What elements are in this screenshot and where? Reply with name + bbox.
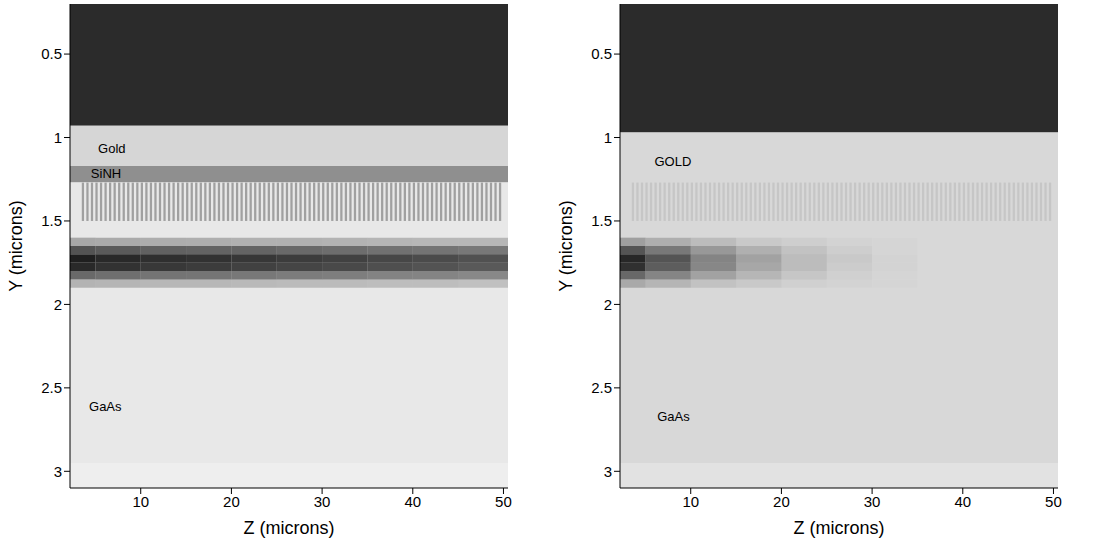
svg-text:0.5: 0.5 (591, 45, 612, 62)
svg-text:30: 30 (864, 493, 881, 510)
svg-text:10: 10 (682, 493, 699, 510)
svg-text:SiNH: SiNH (91, 166, 121, 181)
svg-text:Gold: Gold (98, 141, 125, 156)
svg-text:Z (microns): Z (microns) (794, 518, 885, 538)
svg-text:1.5: 1.5 (591, 212, 612, 229)
svg-text:20: 20 (223, 493, 240, 510)
svg-text:GaAs: GaAs (657, 409, 690, 424)
svg-text:Y (microns): Y (microns) (556, 200, 576, 292)
svg-text:40: 40 (404, 493, 421, 510)
svg-text:40: 40 (954, 493, 971, 510)
svg-text:GOLD: GOLD (654, 154, 691, 169)
svg-text:2: 2 (54, 296, 62, 313)
svg-text:3: 3 (54, 463, 62, 480)
svg-text:2.5: 2.5 (41, 379, 62, 396)
svg-text:20: 20 (773, 493, 790, 510)
svg-text:10: 10 (132, 493, 149, 510)
svg-text:50: 50 (1045, 493, 1062, 510)
svg-text:Z (microns): Z (microns) (244, 518, 335, 538)
svg-text:1.5: 1.5 (41, 212, 62, 229)
svg-text:30: 30 (314, 493, 331, 510)
svg-text:0.5: 0.5 (41, 45, 62, 62)
svg-text:GaAs: GaAs (89, 399, 122, 414)
svg-text:2: 2 (604, 296, 612, 313)
svg-text:1: 1 (604, 129, 612, 146)
svg-text:3: 3 (604, 463, 612, 480)
svg-text:Y (microns): Y (microns) (6, 200, 26, 292)
svg-text:50: 50 (495, 493, 512, 510)
svg-text:1: 1 (54, 129, 62, 146)
svg-text:2.5: 2.5 (591, 379, 612, 396)
